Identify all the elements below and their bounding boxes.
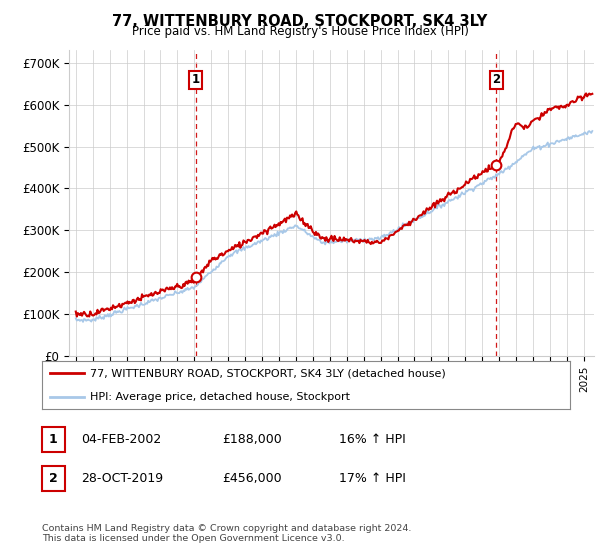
Text: Contains HM Land Registry data © Crown copyright and database right 2024.
This d: Contains HM Land Registry data © Crown c… [42,524,412,543]
Text: 77, WITTENBURY ROAD, STOCKPORT, SK4 3LY (detached house): 77, WITTENBURY ROAD, STOCKPORT, SK4 3LY … [89,368,445,378]
Text: 77, WITTENBURY ROAD, STOCKPORT, SK4 3LY: 77, WITTENBURY ROAD, STOCKPORT, SK4 3LY [112,14,488,29]
Text: 28-OCT-2019: 28-OCT-2019 [81,472,163,486]
Text: HPI: Average price, detached house, Stockport: HPI: Average price, detached house, Stoc… [89,392,350,402]
Text: 2: 2 [492,73,500,86]
Text: 1: 1 [192,73,200,86]
Text: 2: 2 [49,472,58,486]
Text: 1: 1 [49,433,58,446]
Text: £456,000: £456,000 [222,472,281,486]
Text: Price paid vs. HM Land Registry's House Price Index (HPI): Price paid vs. HM Land Registry's House … [131,25,469,38]
Text: £188,000: £188,000 [222,433,282,446]
Text: 04-FEB-2002: 04-FEB-2002 [81,433,161,446]
Text: 16% ↑ HPI: 16% ↑ HPI [339,433,406,446]
Text: 17% ↑ HPI: 17% ↑ HPI [339,472,406,486]
